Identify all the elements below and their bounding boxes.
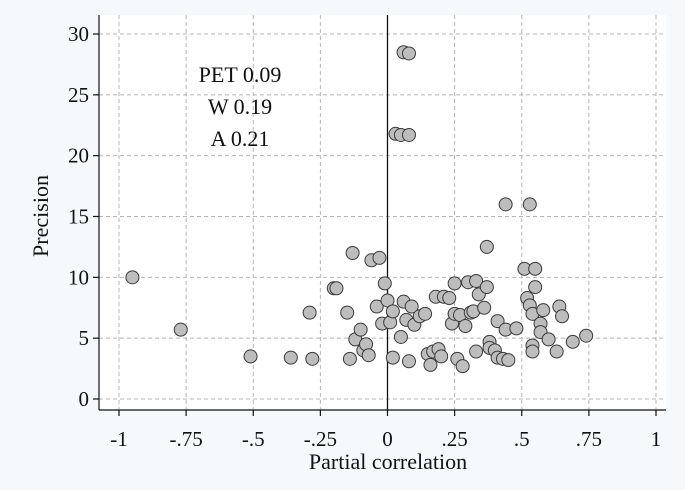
y-tick-label: 5 — [79, 326, 90, 350]
y-tick-label: 30 — [68, 22, 89, 46]
data-point — [522, 197, 537, 212]
data-point — [442, 291, 457, 306]
data-point — [125, 270, 140, 285]
data-point — [385, 304, 400, 319]
data-point — [361, 348, 376, 363]
annotation-w: W 0.19 — [208, 94, 272, 119]
data-point — [525, 344, 540, 359]
data-point — [173, 322, 188, 337]
data-point — [302, 305, 317, 320]
data-point — [579, 328, 594, 343]
data-point — [490, 314, 505, 329]
data-point — [340, 305, 355, 320]
data-point — [345, 246, 360, 260]
x-tick-label: .75 — [576, 427, 602, 451]
data-point — [541, 332, 556, 347]
data-point — [528, 261, 543, 276]
data-point — [243, 349, 258, 364]
x-tick-label: -.75 — [170, 427, 203, 451]
data-point — [458, 319, 473, 333]
data-point — [401, 127, 416, 142]
x-tick-label: -.25 — [304, 427, 337, 451]
data-point — [455, 359, 470, 374]
x-axis-title: Partial correlation — [309, 449, 467, 474]
data-point — [434, 349, 449, 364]
data-point — [385, 350, 400, 365]
y-tick-label: 20 — [68, 144, 89, 168]
x-tick-label: -.5 — [242, 427, 265, 451]
annotation-pet: PET 0.09 — [199, 62, 282, 87]
plot-background — [99, 15, 666, 410]
data-points — [125, 45, 594, 374]
data-point — [372, 250, 387, 265]
x-tick-label: 1 — [651, 427, 662, 451]
data-point — [469, 344, 484, 359]
y-tick-label: 10 — [68, 265, 89, 289]
data-point — [418, 306, 433, 321]
data-point — [477, 300, 492, 315]
data-point — [353, 322, 368, 337]
data-point — [401, 46, 416, 61]
data-point — [549, 344, 564, 359]
data-point — [305, 351, 320, 366]
data-point — [401, 354, 416, 369]
data-point — [329, 281, 344, 296]
data-point — [528, 280, 543, 295]
data-point — [423, 357, 438, 372]
y-tick-label: 25 — [68, 83, 89, 107]
x-tick-label: 0 — [382, 427, 393, 451]
data-point — [501, 353, 516, 368]
x-tick-label: .25 — [442, 427, 468, 451]
y-axis-title: Precision — [28, 175, 53, 257]
y-tick-label: 0 — [79, 387, 90, 411]
annotation-a: A 0.21 — [211, 126, 270, 151]
data-point — [377, 276, 392, 291]
data-point — [565, 334, 580, 349]
data-point — [555, 309, 570, 324]
x-tick-label: .5 — [514, 427, 530, 451]
data-point — [498, 197, 513, 212]
annotations: PET 0.09 W 0.19 A 0.21 — [199, 62, 282, 151]
data-point — [342, 351, 357, 366]
data-point — [536, 303, 551, 318]
data-point — [469, 273, 484, 288]
data-point — [404, 299, 419, 314]
y-tick-label: 15 — [68, 205, 89, 229]
data-point — [283, 350, 298, 365]
data-point — [393, 329, 408, 344]
data-point — [509, 321, 524, 336]
x-tick-label: -1 — [110, 427, 128, 451]
data-point — [447, 276, 462, 291]
data-point — [479, 239, 494, 254]
data-point — [479, 280, 494, 295]
data-point — [369, 299, 384, 314]
